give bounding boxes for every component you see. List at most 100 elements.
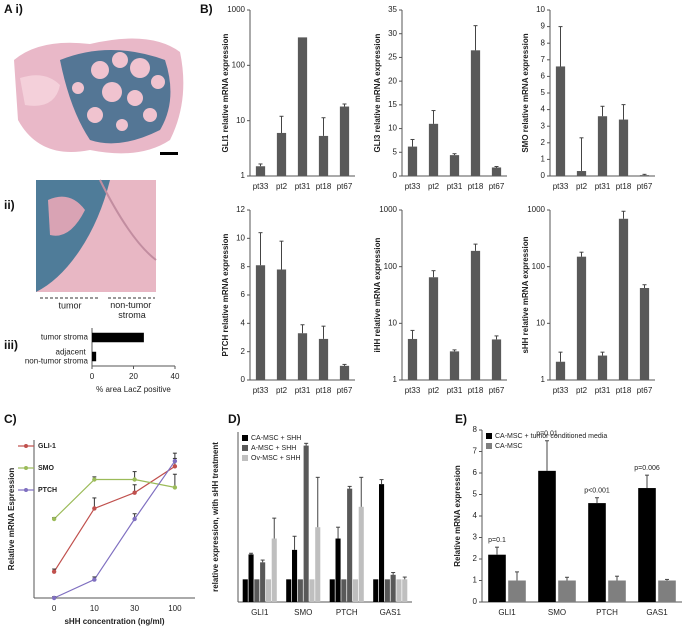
x-tick-label: pt31	[595, 182, 611, 191]
point	[172, 485, 178, 490]
panel-label: C)	[4, 412, 17, 426]
annotation: p=0.006	[634, 465, 660, 472]
point	[51, 595, 57, 601]
histology-image-1	[14, 38, 184, 155]
y-tick-label: 6	[473, 468, 478, 477]
bar	[658, 580, 676, 602]
y-tick-label: 0	[393, 171, 398, 180]
x-tick-label: pt31	[595, 386, 611, 395]
y-tick-label: 35	[388, 5, 397, 14]
bar	[341, 579, 347, 602]
y-tick-label: 10	[536, 5, 545, 14]
point	[172, 458, 178, 464]
bar	[373, 579, 379, 602]
bar	[390, 574, 396, 602]
x-tick-label: PTCH	[596, 608, 618, 617]
legend-label: Ov-MSC + SHH	[251, 455, 301, 462]
bar	[491, 339, 502, 380]
legend-label: CA-MSC + SHH	[251, 435, 301, 442]
bar	[303, 445, 309, 602]
y-tick-label: 8	[473, 425, 478, 434]
y-axis-label: GLI1 relative mRNA expression	[221, 33, 230, 152]
x-tick-label: pt67	[637, 182, 653, 191]
y-tick-label: 100	[384, 262, 398, 271]
bar	[339, 365, 350, 380]
bar	[491, 167, 502, 176]
legend-label: SMO	[38, 465, 55, 472]
bar	[508, 580, 526, 602]
y-tick-label: 7	[541, 55, 546, 64]
x-tick-label: 100	[168, 604, 182, 613]
y-tick-label: 1	[241, 171, 246, 180]
x-tick-label: pt18	[316, 182, 332, 191]
bar	[315, 527, 321, 602]
bar	[255, 166, 266, 176]
x-tick-label: GLI1	[498, 608, 516, 617]
bar	[597, 355, 608, 380]
bar	[555, 361, 566, 380]
image-label: tumor	[58, 300, 81, 310]
y-tick-label: 2	[473, 554, 478, 563]
bar	[309, 579, 315, 602]
bar	[449, 351, 460, 380]
bar	[588, 503, 606, 602]
x-tick-label: 10	[90, 604, 99, 613]
bar	[286, 579, 292, 602]
legend-label: GLI-1	[38, 443, 56, 450]
x-tick-label: pt67	[337, 386, 353, 395]
x-tick-label: GAS1	[380, 608, 402, 617]
x-tick-label: pt31	[295, 386, 311, 395]
x-tick-label: GAS1	[646, 608, 668, 617]
y-tick-label: 0	[473, 597, 478, 606]
x-tick-label: GLI1	[251, 608, 269, 617]
bar	[318, 338, 329, 380]
x-tick-label: pt33	[253, 182, 269, 191]
y-tick-label: 10	[236, 233, 245, 242]
y-tick-label: 1	[473, 576, 478, 585]
annotation: p=0.01	[536, 431, 558, 438]
bar	[555, 66, 566, 176]
line-series	[53, 460, 176, 599]
histology-image-2	[36, 179, 157, 299]
x-tick-label: pt31	[295, 182, 311, 191]
x-tick-label: pt2	[276, 386, 288, 395]
y-axis-label: relative expression, with sHH treatment	[211, 442, 220, 592]
point	[132, 516, 137, 522]
y-tick-label: 10	[388, 124, 397, 133]
legend-swatch	[242, 435, 248, 441]
bar	[449, 155, 460, 176]
x-tick-label: pt67	[489, 386, 505, 395]
bar	[428, 277, 439, 380]
x-tick-label: pt67	[637, 386, 653, 395]
x-tick-label: pt33	[405, 182, 421, 191]
panel-label: iii)	[4, 338, 18, 352]
x-tick-label: pt33	[553, 182, 569, 191]
y-tick-label: 100	[232, 60, 246, 69]
x-tick-label: pt18	[468, 182, 484, 191]
point	[172, 464, 178, 469]
y-tick-label: 3	[473, 533, 478, 542]
bar	[271, 538, 277, 602]
x-tick-label: pt33	[253, 386, 269, 395]
y-axis-label: iHH relative mRNA expression	[373, 237, 382, 352]
x-tick-label: pt18	[316, 386, 332, 395]
bar	[260, 562, 266, 602]
y-tick-label: 100	[532, 262, 546, 271]
x-axis-label: sHH concentration (ng/ml)	[64, 617, 164, 626]
bar	[558, 580, 576, 602]
bar	[378, 484, 385, 602]
y-tick-label: 1	[393, 375, 398, 384]
annotation: p=0.1	[488, 537, 506, 544]
point	[51, 569, 57, 574]
bar	[297, 579, 303, 602]
bar	[470, 250, 481, 380]
y-axis-label: Relative mRNA expression	[453, 465, 462, 567]
legend-swatch	[242, 455, 248, 461]
x-tick-label: pt18	[616, 386, 632, 395]
y-tick-label: 4	[473, 511, 478, 520]
x-tick-label: pt2	[428, 182, 440, 191]
panel-label: B)	[200, 2, 213, 16]
bar	[255, 265, 266, 380]
bar	[638, 488, 656, 602]
